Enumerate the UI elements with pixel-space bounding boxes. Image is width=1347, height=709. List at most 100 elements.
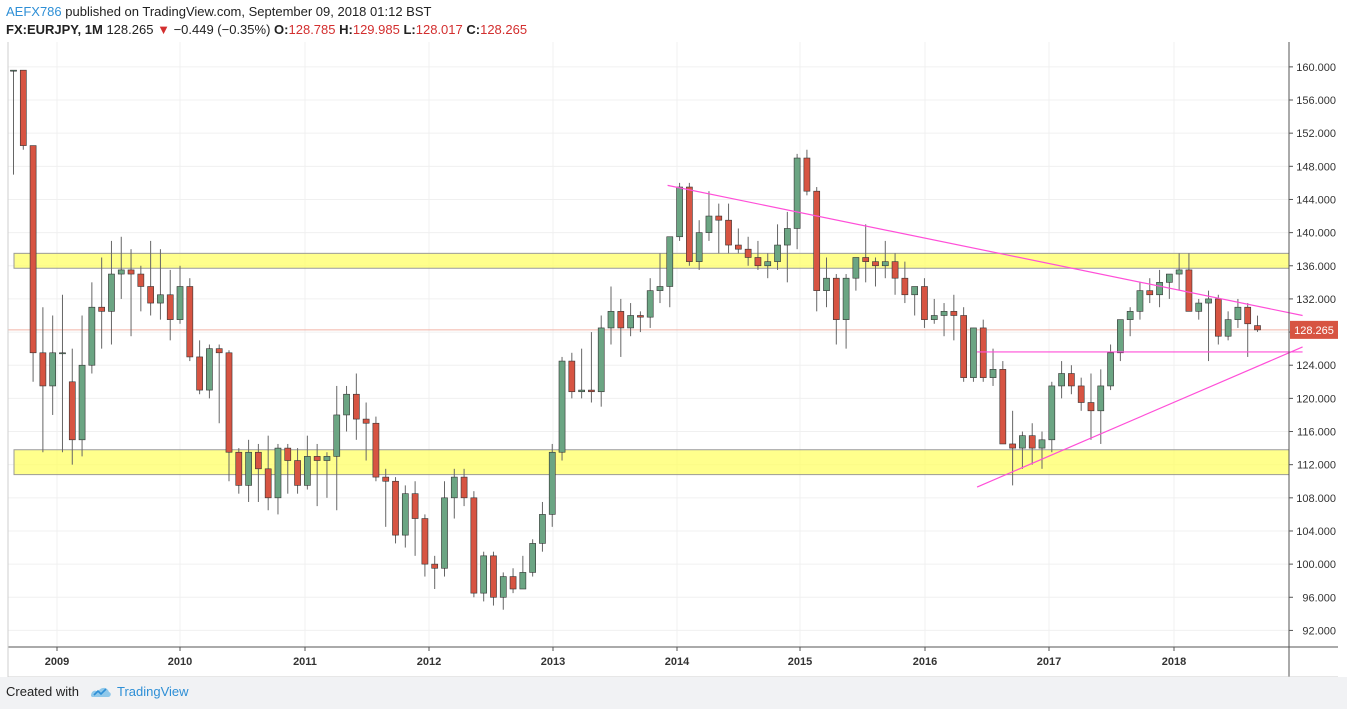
candle-up: [548, 451, 556, 515]
candle-down: [813, 190, 821, 291]
candle-up: [274, 447, 282, 499]
support-resistance-zone: [13, 449, 1290, 476]
support-resistance-zone: [13, 252, 1290, 269]
last-price-label: 128.265: [1294, 325, 1334, 337]
y-tick-label: 144.000: [1296, 194, 1336, 206]
x-tick-label: 2013: [541, 656, 565, 668]
candle-down: [686, 186, 693, 262]
candle-down: [960, 315, 967, 378]
candle-down: [98, 306, 105, 312]
candle-down: [568, 360, 576, 393]
candle-down: [29, 145, 37, 354]
candle-down: [460, 476, 468, 499]
candle-down: [294, 460, 301, 486]
candle-up: [1156, 282, 1163, 296]
candle-down: [313, 456, 321, 461]
candle-up: [10, 69, 17, 72]
candle-up: [78, 364, 86, 441]
candle-up: [705, 215, 713, 233]
candle-down: [1068, 373, 1075, 387]
candle-down: [1185, 269, 1193, 312]
candle-down: [39, 352, 47, 387]
tradingview-brand-link[interactable]: TradingView: [117, 684, 189, 699]
y-tick-label: 124.000: [1296, 360, 1336, 372]
last-price-badge: [1290, 320, 1338, 339]
author-link[interactable]: AEFX786: [6, 4, 62, 19]
candle-up: [1107, 352, 1114, 387]
candle-up: [49, 352, 57, 387]
created-with-text: Created with: [6, 684, 79, 699]
x-tick-label: 2010: [168, 656, 192, 668]
candle-down: [891, 261, 899, 279]
candle-up: [1195, 302, 1203, 312]
x-tick-label: 2016: [913, 656, 937, 668]
close-value: 128.265: [480, 22, 528, 37]
candle-up: [627, 315, 634, 329]
candle-down: [255, 451, 262, 470]
tradingview-logo-icon: [91, 687, 111, 697]
candle-up: [1205, 298, 1212, 304]
candle-up: [695, 232, 703, 262]
candle-up: [450, 476, 458, 499]
change-down-icon: ▼: [157, 22, 170, 37]
candle-down: [1009, 443, 1016, 449]
candle-up: [666, 236, 674, 287]
y-tick-label: 112.000: [1297, 460, 1336, 472]
candle-up: [793, 157, 801, 229]
publish-line: AEFX786 published on TradingView.com, Se…: [6, 4, 431, 19]
candle-down: [196, 356, 203, 391]
candle-down: [352, 393, 360, 420]
candle-up: [529, 543, 536, 573]
x-tick-label: 2018: [1162, 656, 1186, 668]
candle-up: [441, 497, 448, 569]
change-value: −0.449 (−0.35%): [173, 22, 271, 37]
candle-up: [823, 277, 830, 291]
x-tick-label: 2011: [293, 656, 317, 668]
y-tick-label: 140.000: [1296, 228, 1336, 240]
candle-down: [617, 311, 625, 329]
symbol-line: FX:EURJPY, 1M 128.265 ▼ −0.449 (−0.35%) …: [6, 22, 527, 37]
trendline: [976, 346, 1303, 488]
candle-down: [225, 352, 233, 453]
candle-up: [176, 286, 184, 320]
candle-up: [323, 456, 331, 461]
candle-up: [157, 294, 164, 304]
symbol-label: FX:EURJPY, 1M: [6, 22, 103, 37]
candle-down: [1244, 306, 1252, 325]
y-tick-label: 156.000: [1296, 95, 1336, 107]
candle-down: [803, 157, 811, 192]
candle-up: [108, 273, 115, 312]
candle-down: [862, 257, 870, 262]
candle-down: [921, 286, 928, 320]
candle-down: [735, 244, 742, 250]
candle-down: [1028, 435, 1036, 449]
candle-up: [607, 311, 615, 329]
candle-up: [343, 393, 350, 416]
x-tick-label: 2012: [417, 656, 441, 668]
candle-down: [725, 219, 732, 246]
candle-up: [1126, 311, 1134, 320]
candle-up: [519, 572, 527, 590]
price-chart[interactable]: 92.000 96.000 100.000 104.000 108.000 112.000…: [0, 42, 1347, 677]
candle-up: [930, 315, 938, 320]
x-tick-label: 2017: [1037, 656, 1061, 668]
candle-down: [137, 273, 145, 287]
candle-up: [578, 389, 585, 393]
candle-up: [1097, 385, 1105, 412]
candle-down: [372, 422, 380, 478]
x-tick-label: 2014: [665, 656, 690, 668]
candle-up: [842, 277, 850, 320]
low-value: 128.017: [415, 22, 463, 37]
high-label: H:: [339, 22, 353, 37]
y-tick-label: 92.000: [1302, 625, 1336, 637]
candle-up: [1058, 373, 1065, 387]
candle-up: [304, 456, 311, 486]
candle-up: [774, 244, 781, 262]
candle-down: [1146, 290, 1154, 296]
candle-up: [88, 306, 96, 366]
candle-down: [509, 576, 517, 590]
candle-down: [68, 381, 76, 441]
candle-down: [1077, 385, 1085, 403]
candle-down: [1087, 402, 1095, 412]
candle-down: [1254, 325, 1261, 331]
